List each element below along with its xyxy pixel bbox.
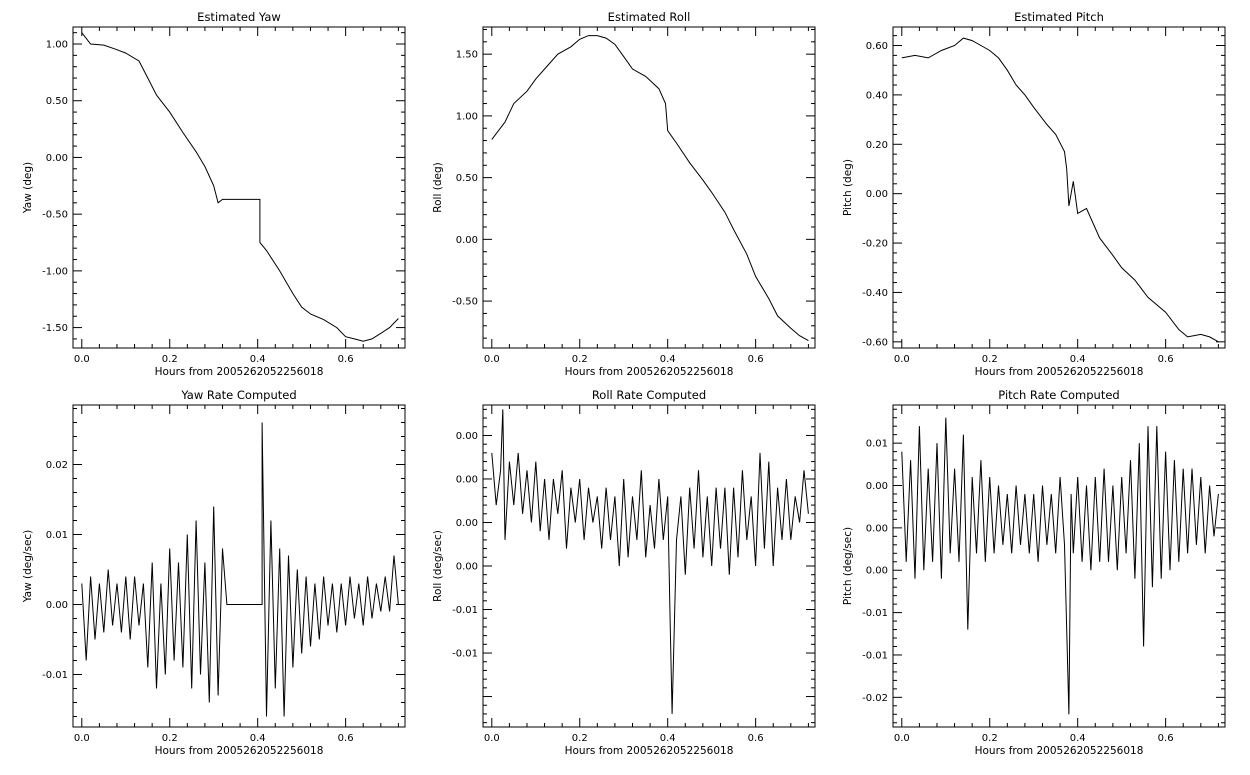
y-axis-label: Yaw (deg/sec)	[22, 530, 34, 604]
y-tick-label: 0.50	[46, 96, 68, 107]
series-line	[81, 32, 399, 342]
series-line	[491, 409, 809, 714]
chart-title: Estimated Pitch	[1014, 10, 1104, 24]
y-tick-label: -0.02	[862, 693, 888, 704]
y-tick-label: 0.20	[866, 140, 888, 151]
y-tick-label: 0.00	[866, 566, 888, 577]
x-tick-label: 0.2	[982, 733, 998, 744]
plot-frame	[72, 26, 406, 349]
x-tick-label: 0.4	[660, 733, 676, 744]
x-tick-label: 0.6	[1158, 733, 1174, 744]
y-tick-label: 0.00	[456, 474, 478, 485]
chart-panel-3: 0.0 0.2 0.4 0.6 0.60 0.40 0.20 0.00 -0.20 -0.40 -0…	[842, 10, 1226, 378]
chart-title: Estimated Roll	[608, 10, 691, 24]
y-tick-label: 0.40	[866, 90, 888, 101]
y-tick-label: 0.01	[46, 530, 68, 541]
y-axis-label: Yaw (deg)	[22, 162, 34, 214]
y-tick-label: 0.00	[866, 189, 888, 200]
x-tick-label: 0.4	[1070, 354, 1086, 365]
y-tick-label: 0.60	[866, 41, 888, 52]
y-axis-label: Pitch (deg)	[842, 159, 854, 216]
y-tick-label: -0.01	[862, 608, 888, 619]
y-tick-label: 1.00	[456, 111, 478, 122]
y-tick-label: -1.00	[42, 266, 68, 277]
x-tick-label: 0.6	[1158, 354, 1174, 365]
y-tick-label: 0.50	[456, 173, 478, 184]
y-tick-label: 0.00	[456, 431, 478, 442]
x-axis-label: Hours from 2005262052256018	[565, 745, 734, 757]
y-tick-label: 0.00	[456, 235, 478, 246]
y-axis-label: Roll (deg)	[432, 162, 444, 212]
y-tick-label: 0.00	[46, 600, 68, 611]
chart-title: Estimated Yaw	[197, 10, 281, 24]
x-tick-label: 0.2	[572, 733, 588, 744]
x-tick-label: 0.6	[338, 354, 354, 365]
y-tick-label: -0.01	[452, 605, 478, 616]
x-tick-label: 0.4	[1070, 733, 1086, 744]
y-tick-label: 0.00	[456, 518, 478, 529]
x-tick-label: 0.0	[894, 354, 910, 365]
x-tick-label: 0.0	[74, 354, 90, 365]
y-tick-label: 0.00	[46, 153, 68, 164]
chart-panel-5: 0.0 0.2 0.4 0.6 0.00 0.00 0.00 0.00 -0.01 -0.01 Ro…	[432, 388, 816, 757]
chart-panel-1: 0.0 0.2 0.4 0.6 1.00 0.50 0.00 -0.50 -1.00 -1.50 E…	[22, 10, 406, 378]
x-axis-label: Hours from 2005262052256018	[155, 366, 324, 378]
x-axis-label: Hours from 2005262052256018	[975, 745, 1144, 757]
y-axis-label: Pitch (deg/sec)	[842, 527, 854, 605]
y-tick-label: 0.00	[866, 523, 888, 534]
x-tick-label: 0.4	[660, 354, 676, 365]
chart-panel-6: 0.0 0.2 0.4 0.6 0.01 0.00 0.00 0.00 -0.01 -0.01 -0…	[842, 388, 1226, 757]
y-axis-label: Roll (deg/sec)	[432, 530, 444, 602]
series-line	[901, 417, 1219, 715]
chart-title: Roll Rate Computed	[592, 388, 706, 402]
x-axis-label: Hours from 2005262052256018	[565, 366, 734, 378]
chart-title: Pitch Rate Computed	[998, 388, 1119, 402]
x-tick-label: 0.6	[748, 733, 764, 744]
x-tick-label: 0.4	[250, 733, 266, 744]
x-tick-label: 0.2	[572, 354, 588, 365]
x-axis-label: Hours from 2005262052256018	[975, 366, 1144, 378]
x-tick-label: 0.6	[748, 354, 764, 365]
y-tick-label: 0.01	[866, 439, 888, 450]
series-line	[901, 37, 1219, 343]
y-tick-label: -0.60	[862, 337, 888, 348]
y-tick-label: -0.01	[452, 649, 478, 660]
y-tick-label: -0.50	[452, 297, 478, 308]
chart-panel-2: 0.0 0.2 0.4 0.6 1.50 1.00 0.50 0.00 -0.50 Estimat…	[432, 10, 816, 378]
y-tick-label: -0.50	[42, 210, 68, 221]
series-line	[81, 422, 399, 717]
plot-frame	[892, 26, 1226, 349]
y-tick-label: -0.01	[42, 670, 68, 681]
series-line	[491, 35, 809, 342]
x-tick-label: 0.2	[982, 354, 998, 365]
x-tick-label: 0.2	[162, 354, 178, 365]
y-tick-label: 1.50	[456, 50, 478, 61]
y-tick-label: 0.00	[456, 562, 478, 573]
chart-panel-4: 0.0 0.2 0.4 0.6 0.02 0.01 0.00 -0.01 Yaw Rate Co…	[22, 388, 406, 757]
y-tick-label: -0.01	[862, 650, 888, 661]
y-tick-label: -0.20	[862, 239, 888, 250]
y-tick-label: 1.00	[46, 40, 68, 51]
y-tick-label: -1.50	[42, 323, 68, 334]
y-tick-label: 0.02	[46, 460, 68, 471]
y-tick-label: 0.00	[866, 481, 888, 492]
y-tick-label: -0.40	[862, 288, 888, 299]
x-tick-label: 0.2	[162, 733, 178, 744]
plot-frame	[892, 404, 1226, 728]
x-axis-label: Hours from 2005262052256018	[155, 745, 324, 757]
chart-title: Yaw Rate Computed	[180, 388, 296, 402]
x-tick-label: 0.0	[74, 733, 90, 744]
x-tick-label: 0.4	[250, 354, 266, 365]
plot-frame	[482, 26, 816, 349]
plot-frame	[72, 404, 406, 728]
x-tick-label: 0.6	[338, 733, 354, 744]
plot-frame	[482, 404, 816, 728]
x-tick-label: 0.0	[894, 733, 910, 744]
x-tick-label: 0.0	[484, 733, 500, 744]
x-tick-label: 0.0	[484, 354, 500, 365]
